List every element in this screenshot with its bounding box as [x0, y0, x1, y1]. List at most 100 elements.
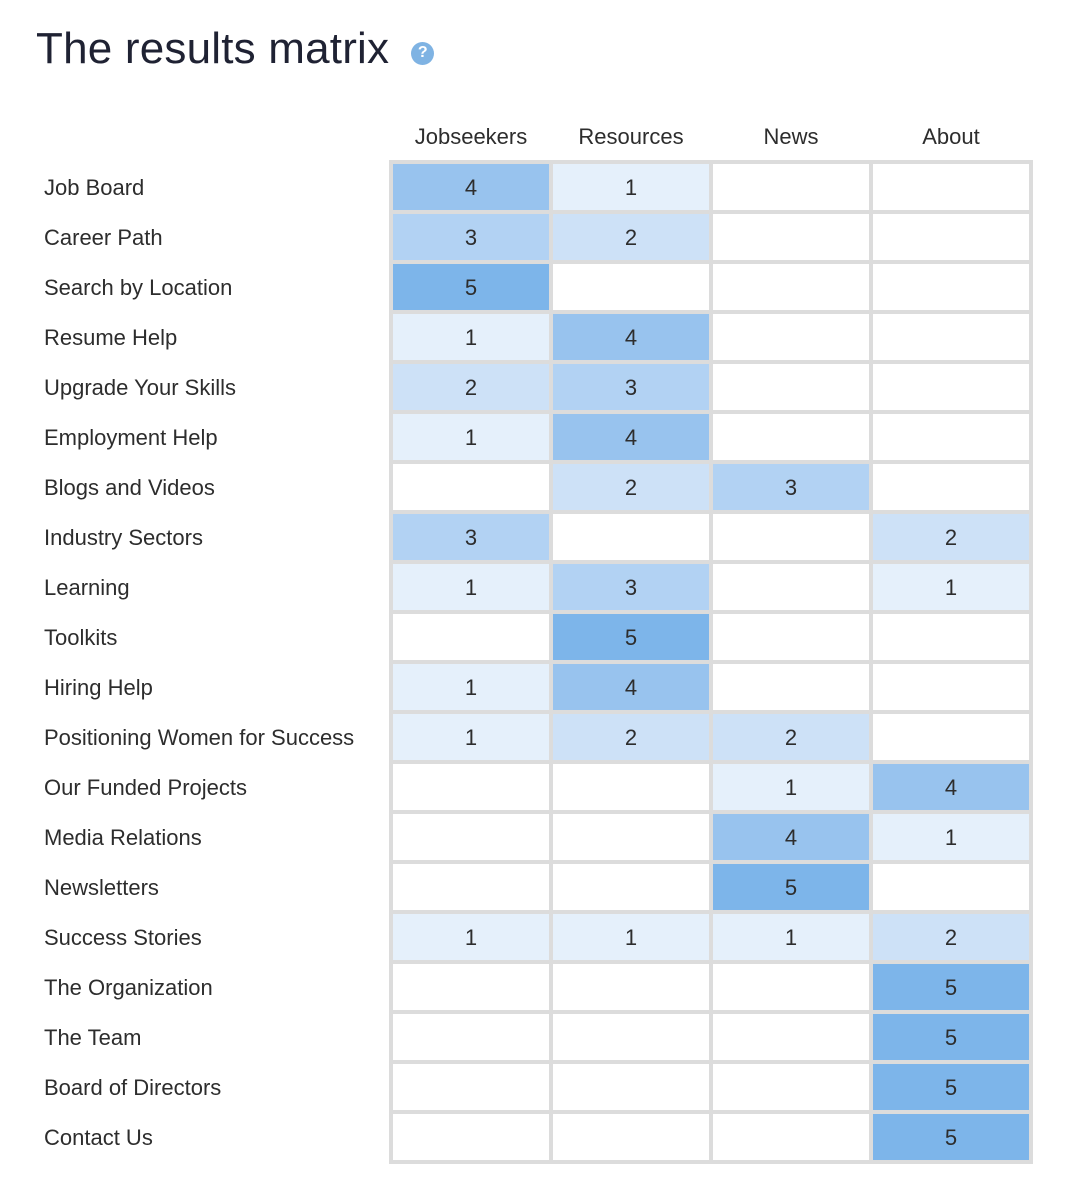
matrix-cell[interactable]: [393, 364, 549, 410]
matrix-cell[interactable]: [713, 914, 869, 960]
matrix-cell[interactable]: [713, 1114, 869, 1160]
matrix-cell[interactable]: [553, 464, 709, 510]
matrix-cell[interactable]: [713, 314, 869, 360]
page-header: The results matrix ?: [36, 22, 435, 76]
matrix-cell[interactable]: [393, 514, 549, 560]
matrix-cell[interactable]: [713, 714, 869, 760]
row-label: Resume Help: [44, 325, 177, 350]
matrix-cell[interactable]: [393, 1014, 549, 1060]
cell-value: 4: [785, 825, 797, 850]
matrix-cell[interactable]: [553, 814, 709, 860]
matrix-cell[interactable]: [393, 914, 549, 960]
matrix-cell[interactable]: [713, 164, 869, 210]
matrix-cell[interactable]: [873, 814, 1029, 860]
matrix-cell[interactable]: [393, 764, 549, 810]
matrix-cell[interactable]: [393, 964, 549, 1010]
matrix-cell[interactable]: [553, 364, 709, 410]
row-label: Contact Us: [44, 1125, 153, 1150]
matrix-cell[interactable]: [393, 214, 549, 260]
matrix-cell[interactable]: [393, 664, 549, 710]
matrix-cell[interactable]: [873, 614, 1029, 660]
matrix-cell[interactable]: [713, 264, 869, 310]
cell-value: 5: [945, 1025, 957, 1050]
matrix-cell[interactable]: [873, 564, 1029, 610]
matrix-cell[interactable]: [713, 564, 869, 610]
matrix-cell[interactable]: [713, 814, 869, 860]
cell-value: 2: [625, 725, 637, 750]
matrix-cell[interactable]: [553, 864, 709, 910]
matrix-cell[interactable]: [553, 164, 709, 210]
matrix-cell[interactable]: [553, 664, 709, 710]
matrix-cell[interactable]: [553, 414, 709, 460]
matrix-cell[interactable]: [873, 914, 1029, 960]
cell-value: 1: [465, 675, 477, 700]
matrix-cell[interactable]: [393, 814, 549, 860]
matrix-cell[interactable]: [393, 1064, 549, 1110]
matrix-cell[interactable]: [873, 414, 1029, 460]
matrix-cell[interactable]: [873, 964, 1029, 1010]
matrix-cell[interactable]: [553, 614, 709, 660]
matrix-cell[interactable]: [713, 464, 869, 510]
matrix-cell[interactable]: [873, 864, 1029, 910]
row-label: Newsletters: [44, 875, 159, 900]
matrix-cell[interactable]: [873, 764, 1029, 810]
matrix-cell[interactable]: [713, 664, 869, 710]
matrix-cell[interactable]: [393, 864, 549, 910]
matrix-cell[interactable]: [553, 1014, 709, 1060]
matrix-cell[interactable]: [713, 364, 869, 410]
matrix-cell[interactable]: [873, 164, 1029, 210]
matrix-cell[interactable]: [553, 564, 709, 610]
matrix-cell[interactable]: [873, 364, 1029, 410]
matrix-cell[interactable]: [713, 514, 869, 560]
cell-value: 4: [625, 425, 637, 450]
matrix-cell[interactable]: [713, 964, 869, 1010]
matrix-cell[interactable]: [553, 1114, 709, 1160]
row-label: Positioning Women for Success: [44, 725, 354, 750]
row-label: Our Funded Projects: [44, 775, 247, 800]
matrix-cell[interactable]: [713, 1014, 869, 1060]
matrix-cell[interactable]: [873, 264, 1029, 310]
cell-value: 4: [625, 325, 637, 350]
cell-value: 1: [625, 925, 637, 950]
matrix-cell[interactable]: [553, 514, 709, 560]
matrix-cell[interactable]: [873, 214, 1029, 260]
matrix-cell[interactable]: [713, 1064, 869, 1110]
matrix-cell[interactable]: [393, 614, 549, 660]
matrix-cell[interactable]: [553, 964, 709, 1010]
matrix-cell[interactable]: [393, 564, 549, 610]
matrix-cell[interactable]: [713, 214, 869, 260]
matrix-cell[interactable]: [713, 764, 869, 810]
matrix-cell[interactable]: [393, 714, 549, 760]
matrix-cell[interactable]: [553, 914, 709, 960]
help-icon[interactable]: ?: [411, 41, 435, 65]
matrix-cell[interactable]: [393, 314, 549, 360]
cell-value: 2: [625, 225, 637, 250]
matrix-cell[interactable]: [873, 514, 1029, 560]
matrix-cell[interactable]: [713, 864, 869, 910]
matrix-cell[interactable]: [713, 414, 869, 460]
matrix-cell[interactable]: [873, 1014, 1029, 1060]
row-label: Toolkits: [44, 625, 117, 650]
matrix-cell[interactable]: [393, 414, 549, 460]
matrix-cell[interactable]: [553, 764, 709, 810]
matrix-cell[interactable]: [553, 214, 709, 260]
row-label: Hiring Help: [44, 675, 153, 700]
matrix-cell[interactable]: [873, 314, 1029, 360]
matrix-cell[interactable]: [553, 264, 709, 310]
column-header-resources: Resources: [578, 124, 683, 149]
cell-value: 1: [465, 425, 477, 450]
cell-value: 5: [625, 625, 637, 650]
matrix-cell[interactable]: [873, 1114, 1029, 1160]
matrix-cell[interactable]: [393, 264, 549, 310]
matrix-cell[interactable]: [393, 1114, 549, 1160]
matrix-cell[interactable]: [873, 714, 1029, 760]
matrix-cell[interactable]: [393, 164, 549, 210]
matrix-cell[interactable]: [873, 464, 1029, 510]
matrix-cell[interactable]: [553, 1064, 709, 1110]
matrix-cell[interactable]: [553, 714, 709, 760]
matrix-cell[interactable]: [393, 464, 549, 510]
matrix-cell[interactable]: [553, 314, 709, 360]
matrix-cell[interactable]: [873, 664, 1029, 710]
matrix-cell[interactable]: [713, 614, 869, 660]
matrix-cell[interactable]: [873, 1064, 1029, 1110]
